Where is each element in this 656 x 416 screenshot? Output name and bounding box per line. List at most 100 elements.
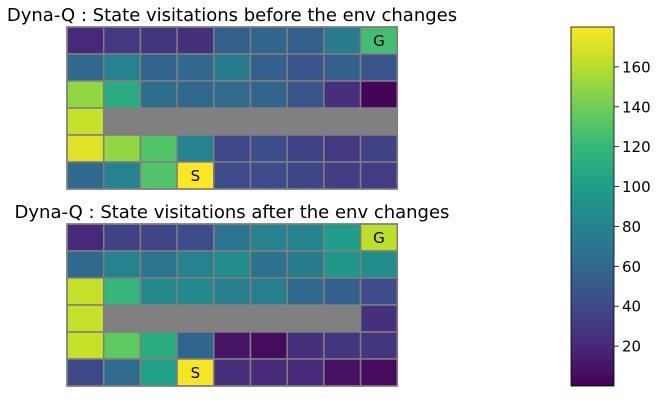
heatmap-cell <box>139 26 178 55</box>
heatmap-cell <box>176 250 215 279</box>
colorbar-tick-label: 100 <box>622 178 651 196</box>
heatmap-frame <box>66 26 399 190</box>
colorbar-tick-label: 120 <box>622 138 651 156</box>
heatmap-cell <box>213 223 252 252</box>
heatmap-cell <box>102 26 142 55</box>
colorbar-tick-label: 40 <box>622 298 641 316</box>
heatmap-cell <box>66 80 105 109</box>
heatmap-cell <box>286 277 325 306</box>
heatmap-cell <box>323 358 362 387</box>
heatmap-cell <box>249 161 288 190</box>
heatmap-cell <box>249 53 288 82</box>
wall-band <box>104 108 398 135</box>
heatmap-cell <box>213 250 252 279</box>
goal-label: G <box>373 32 385 50</box>
colorbar-tick-label: 60 <box>622 258 641 276</box>
heatmap-cell <box>359 134 399 163</box>
heatmap-cell <box>176 223 215 252</box>
heatmap-cell <box>139 250 178 279</box>
heatmap-cell <box>286 53 325 82</box>
wall-band <box>104 305 360 332</box>
heatmap-cell <box>66 277 105 306</box>
heatmap-cell <box>213 80 252 109</box>
heatmap-cell <box>323 161 362 190</box>
heatmap-cell <box>176 80 215 109</box>
heatmap-cell <box>66 304 105 333</box>
heatmap-cell <box>249 250 288 279</box>
heatmap-cell <box>176 358 215 387</box>
heatmap-cell <box>359 250 399 279</box>
goal-label: G <box>373 229 385 247</box>
heatmap-cell <box>213 134 252 163</box>
heatmap-cell <box>102 223 142 252</box>
colorbar-gradient <box>570 26 615 387</box>
heatmap-title-after: Dyna-Q : State visitations after the env… <box>15 202 450 223</box>
heatmap-cell <box>323 250 362 279</box>
heatmap-cell <box>359 161 399 190</box>
heatmap-cell <box>139 161 178 190</box>
heatmap-cell <box>213 277 252 306</box>
heatmap-cell <box>323 331 362 360</box>
heatmap-cell <box>359 53 399 82</box>
heatmap-cell <box>66 331 105 360</box>
heatmap-cell <box>213 331 252 360</box>
heatmap-cell <box>176 26 215 55</box>
colorbar-tick-label: 160 <box>622 58 651 76</box>
heatmap-cell <box>139 223 178 252</box>
heatmap-cell <box>66 161 105 190</box>
heatmap-cell <box>102 161 142 190</box>
heatmap-cell <box>323 223 362 252</box>
heatmap-cell <box>286 80 325 109</box>
heatmap-cell <box>323 53 362 82</box>
heatmap-cell <box>249 26 288 55</box>
heatmap-cell <box>139 134 178 163</box>
heatmap-cell <box>102 250 142 279</box>
heatmap-cell <box>286 134 325 163</box>
colorbar-tick-label: 20 <box>622 338 641 356</box>
heatmap-cell <box>66 107 105 136</box>
heatmap-cell <box>286 223 325 252</box>
heatmap-cell <box>139 277 178 306</box>
heatmap-cell <box>249 358 288 387</box>
heatmap-cell <box>102 358 142 387</box>
heatmap-cell <box>359 331 399 360</box>
heatmap-cell <box>102 80 142 109</box>
start-label: S <box>191 364 201 382</box>
heatmap-cell <box>139 80 178 109</box>
heatmap-frame <box>66 223 399 387</box>
heatmap-cell <box>66 223 105 252</box>
heatmap-cell <box>359 304 399 333</box>
heatmap-cell <box>359 80 399 109</box>
heatmap-cell <box>323 26 362 55</box>
heatmap-cell <box>213 358 252 387</box>
heatmap-cell <box>102 53 142 82</box>
heatmap-cell <box>286 26 325 55</box>
heatmap-cell <box>249 331 288 360</box>
heatmap-cell <box>213 26 252 55</box>
colorbar-tick-label: 140 <box>622 98 651 116</box>
heatmap-cell <box>323 80 362 109</box>
heatmap-cell <box>323 134 362 163</box>
heatmap-cell <box>102 277 142 306</box>
heatmap-cell <box>176 277 215 306</box>
heatmap-cell <box>213 161 252 190</box>
heatmap-cell <box>249 223 288 252</box>
heatmap-cell <box>249 277 288 306</box>
heatmap-cell <box>286 161 325 190</box>
start-label: S <box>191 167 201 185</box>
heatmap-cell <box>102 331 142 360</box>
heatmap-cell <box>66 26 105 55</box>
heatmap-cell <box>359 277 399 306</box>
heatmap-cell <box>213 53 252 82</box>
heatmap-cell <box>359 358 399 387</box>
heatmap-cell <box>286 250 325 279</box>
heatmap-cell <box>139 53 178 82</box>
heatmap-before: GS <box>66 26 399 190</box>
heatmap-after: GS <box>66 223 399 387</box>
heatmap-cell <box>102 134 142 163</box>
heatmap-title-before: Dyna-Q : State visitations before the en… <box>7 5 457 26</box>
heatmap-cell <box>286 358 325 387</box>
heatmap-cell <box>286 331 325 360</box>
heatmap-cell <box>249 80 288 109</box>
